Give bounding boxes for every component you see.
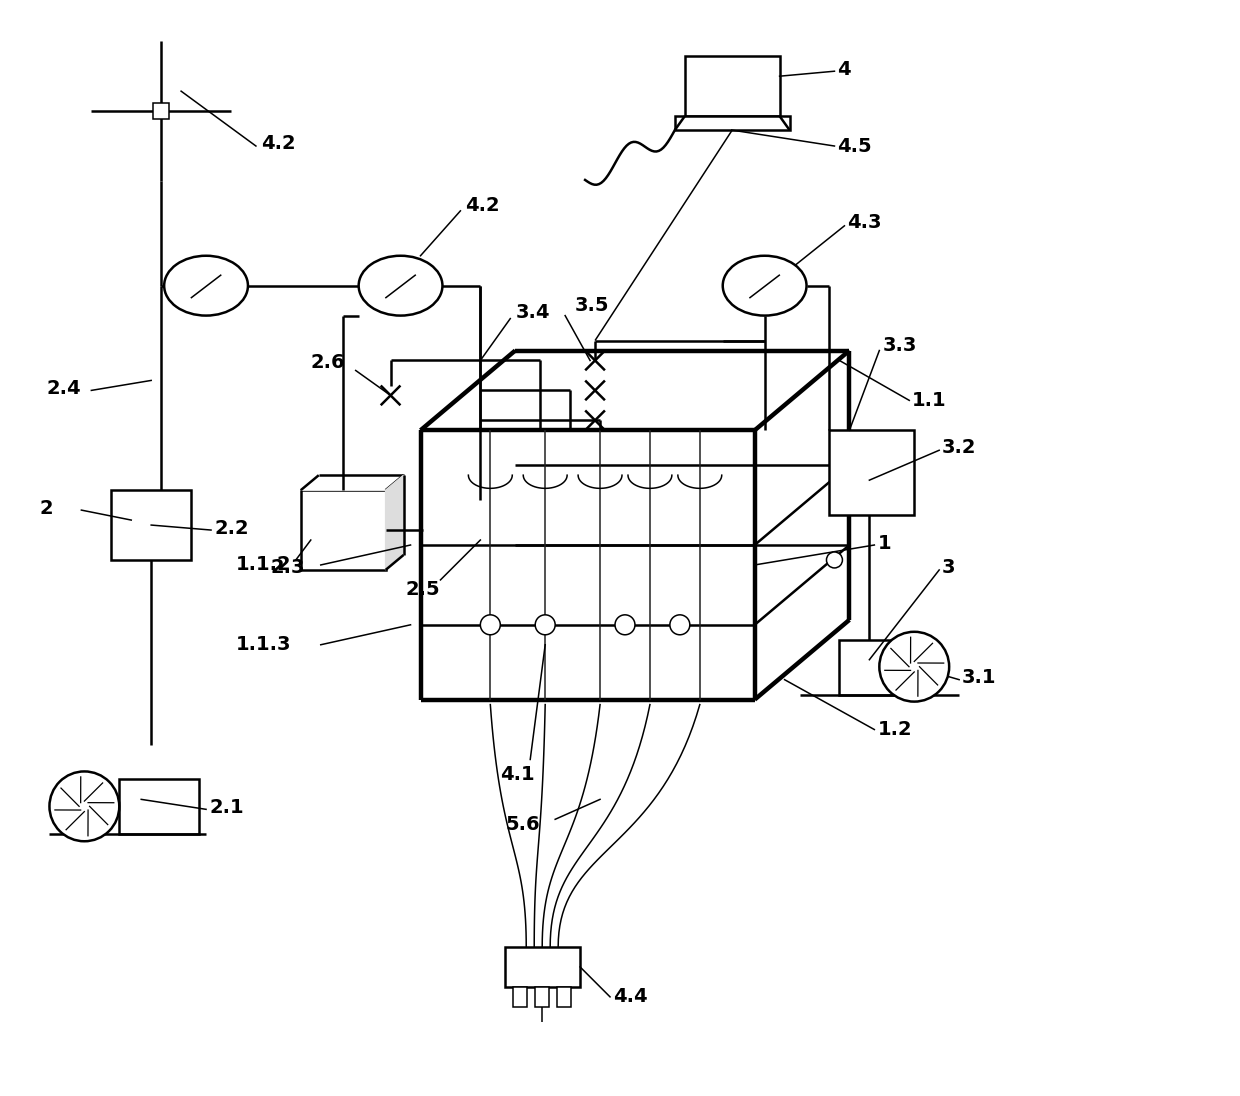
Polygon shape bbox=[386, 476, 403, 570]
Bar bbox=[154, 103, 169, 119]
Bar bbox=[675, 116, 790, 130]
Text: 1.1.2: 1.1.2 bbox=[236, 556, 291, 574]
Text: 2.2: 2.2 bbox=[215, 518, 249, 537]
Text: 2.5: 2.5 bbox=[405, 581, 440, 600]
Bar bbox=[684, 56, 780, 116]
Ellipse shape bbox=[358, 255, 443, 316]
Text: 4.4: 4.4 bbox=[613, 987, 647, 1006]
Text: 4.2: 4.2 bbox=[260, 134, 295, 152]
Circle shape bbox=[827, 552, 842, 568]
Text: 1.1: 1.1 bbox=[913, 391, 947, 410]
Text: 4.1: 4.1 bbox=[500, 765, 534, 784]
Bar bbox=[301, 490, 386, 570]
Bar bbox=[505, 947, 580, 986]
Bar bbox=[536, 986, 549, 1007]
Text: 5.6: 5.6 bbox=[505, 814, 539, 834]
Circle shape bbox=[615, 615, 635, 635]
Circle shape bbox=[480, 615, 500, 635]
Bar bbox=[557, 986, 572, 1007]
Text: 3.2: 3.2 bbox=[942, 437, 977, 457]
Bar bbox=[839, 640, 919, 695]
Text: 3.1: 3.1 bbox=[962, 669, 997, 687]
Bar bbox=[112, 490, 191, 560]
Text: 4.3: 4.3 bbox=[847, 214, 882, 232]
Bar bbox=[830, 431, 914, 515]
Bar bbox=[119, 779, 200, 834]
Polygon shape bbox=[301, 476, 403, 490]
Text: 3: 3 bbox=[942, 559, 956, 578]
Text: 4.5: 4.5 bbox=[837, 137, 872, 156]
Circle shape bbox=[879, 631, 949, 701]
Circle shape bbox=[536, 615, 556, 635]
Text: 1.2: 1.2 bbox=[878, 720, 911, 739]
Text: 3.5: 3.5 bbox=[575, 296, 610, 316]
Text: 1: 1 bbox=[878, 534, 892, 552]
Text: 3.4: 3.4 bbox=[516, 304, 549, 322]
Text: 1.1.3: 1.1.3 bbox=[236, 636, 291, 654]
Text: 2: 2 bbox=[40, 499, 53, 517]
Text: 4: 4 bbox=[837, 59, 851, 79]
Circle shape bbox=[670, 615, 689, 635]
Ellipse shape bbox=[164, 255, 248, 316]
Text: 2.4: 2.4 bbox=[46, 379, 81, 398]
Text: 3.3: 3.3 bbox=[883, 336, 916, 355]
Text: 2.1: 2.1 bbox=[210, 798, 244, 817]
Text: 4.2: 4.2 bbox=[465, 196, 500, 216]
Text: 2.6: 2.6 bbox=[311, 353, 346, 372]
Bar bbox=[513, 986, 527, 1007]
Circle shape bbox=[50, 772, 119, 842]
Text: 2.3: 2.3 bbox=[270, 559, 305, 578]
Ellipse shape bbox=[723, 255, 806, 316]
